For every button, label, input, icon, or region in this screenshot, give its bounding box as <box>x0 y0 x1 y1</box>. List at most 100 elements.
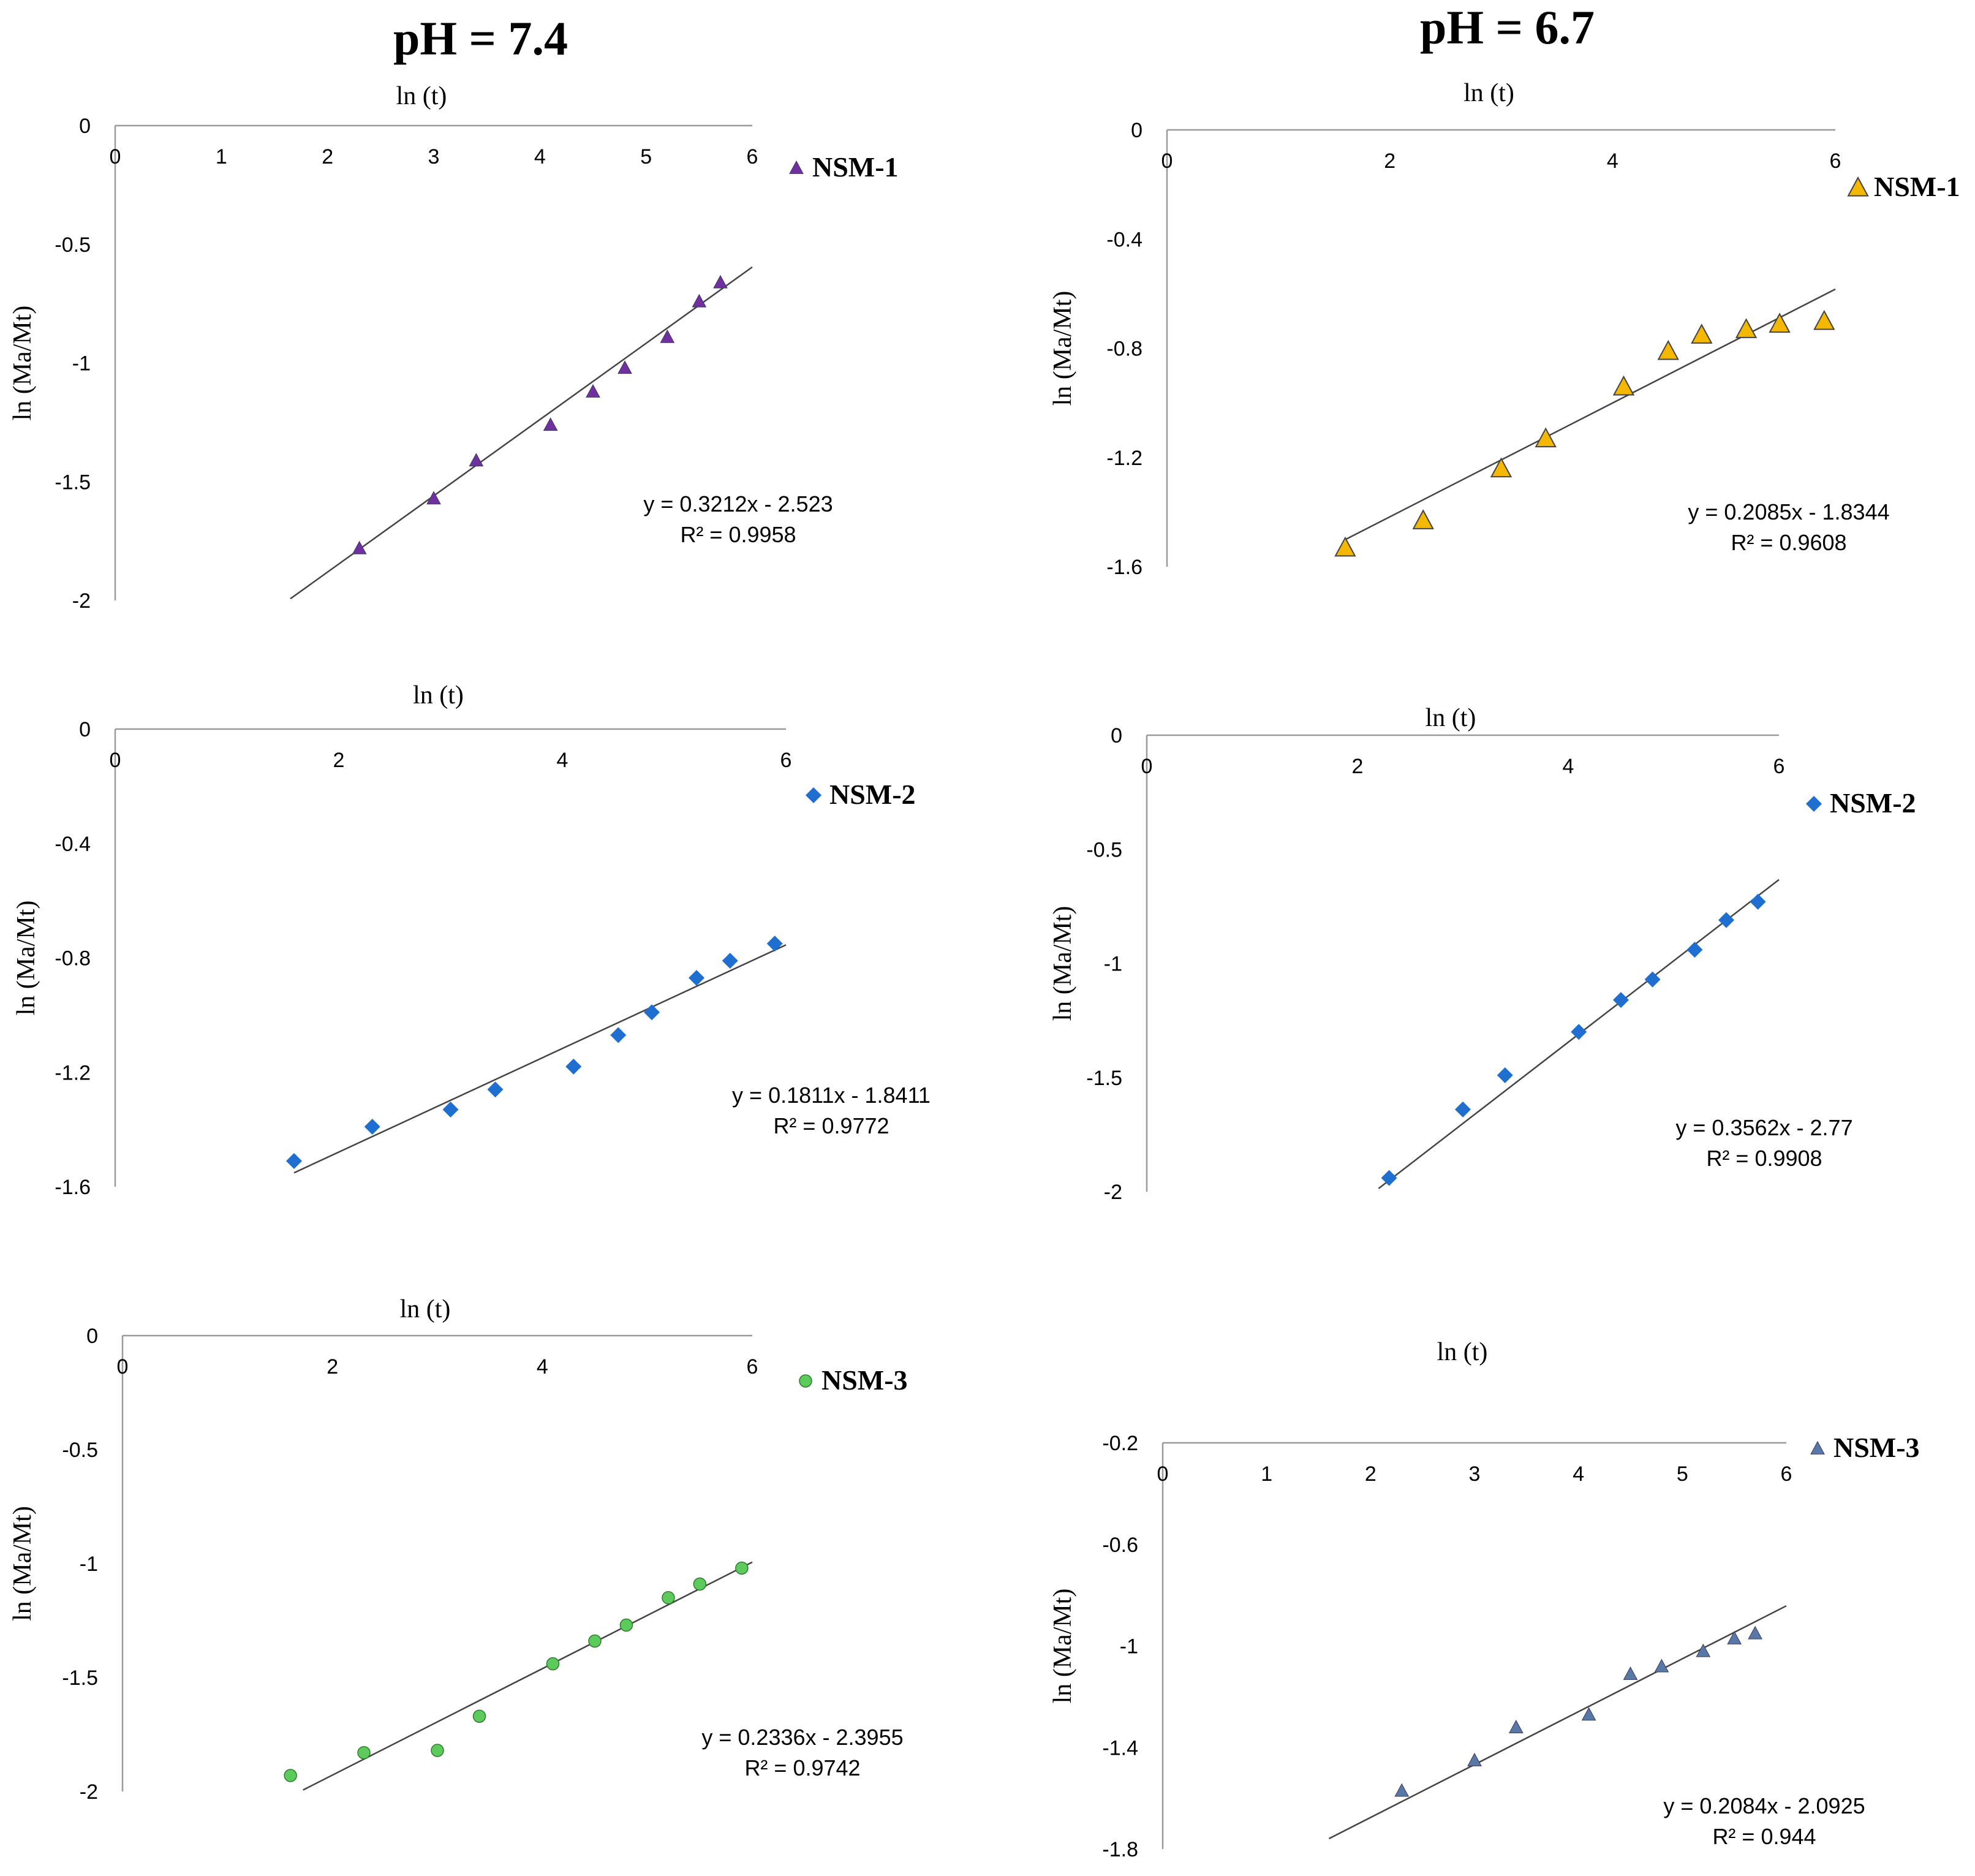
x-tick-label: 2 <box>322 145 333 168</box>
data-point <box>442 1101 459 1118</box>
y-tick-label: -2 <box>80 1780 98 1804</box>
data-point <box>1748 1625 1762 1640</box>
data-point <box>1535 427 1557 448</box>
y-tick-label: -1 <box>72 352 91 376</box>
data-point <box>352 540 367 554</box>
y-tick-label: -0.5 <box>62 1439 98 1462</box>
trendline <box>303 1561 753 1791</box>
trendline-r2: R² = 0.9742 <box>744 1755 860 1780</box>
y-tick-label: 0 <box>1111 724 1122 747</box>
x-tick-label: 6 <box>1773 755 1785 778</box>
data-point <box>1412 509 1434 529</box>
data-point <box>722 953 738 969</box>
y-tick-label: -1.4 <box>1102 1736 1138 1760</box>
data-point <box>766 936 783 952</box>
y-tick-label: -1.2 <box>1106 447 1142 470</box>
data-point <box>617 360 632 374</box>
y-axis-label: ln (Ma/Mt) <box>9 306 37 421</box>
y-tick-label: -2 <box>72 589 91 613</box>
data-point <box>619 1618 633 1632</box>
data-point <box>1718 912 1734 928</box>
x-axis-label: ln (t) <box>413 681 464 709</box>
data-point <box>487 1081 504 1098</box>
column-title-left: pH = 7.4 <box>393 12 568 65</box>
trendline-equation: y = 0.1811x - 1.8411 <box>732 1083 931 1108</box>
y-tick-label: -1.6 <box>1106 556 1142 579</box>
x-tick-label: 0 <box>117 1355 129 1379</box>
y-tick-label: -1.5 <box>1086 1067 1122 1090</box>
x-tick-label: 6 <box>1830 149 1841 173</box>
data-point <box>543 417 558 431</box>
x-tick-label: 4 <box>1607 149 1618 173</box>
data-point <box>426 491 441 505</box>
y-tick-label: -1.5 <box>55 471 91 494</box>
data-point <box>1691 323 1713 344</box>
y-tick-label: -0.6 <box>1102 1534 1138 1557</box>
x-tick-label: 6 <box>780 749 792 772</box>
y-tick-label: -1 <box>1120 1635 1138 1659</box>
data-point <box>565 1058 582 1075</box>
data-point <box>472 1709 486 1723</box>
y-axis-label: ln (Ma/Mt) <box>1049 291 1077 406</box>
y-tick-label: 0 <box>79 718 91 741</box>
y-tick-label: 0 <box>79 115 91 138</box>
legend-label: NSM-1 <box>812 151 899 183</box>
data-point <box>693 1577 707 1591</box>
y-tick-label: 0 <box>1131 119 1142 142</box>
trendline-equation: y = 0.3212x - 2.523 <box>643 491 833 516</box>
data-point <box>1769 312 1791 333</box>
trendline-r2: R² = 0.9958 <box>680 522 796 547</box>
x-tick-label: 6 <box>747 145 758 168</box>
x-tick-label: 0 <box>110 749 121 772</box>
data-point <box>1612 375 1635 396</box>
data-point <box>1813 309 1835 330</box>
data-point <box>286 1152 302 1169</box>
x-tick-label: 0 <box>1161 149 1173 173</box>
x-tick-label: 5 <box>1677 1462 1688 1486</box>
trendline-r2: R² = 0.944 <box>1712 1824 1816 1849</box>
y-axis-label: ln (Ma/Mt) <box>1049 906 1077 1021</box>
x-tick-label: 0 <box>110 145 121 168</box>
y-tick-label: -1.5 <box>62 1666 98 1690</box>
legend-marker <box>806 787 821 803</box>
x-axis-label: ln (t) <box>396 82 447 110</box>
data-point <box>713 274 728 289</box>
chart-ph74-nsm1: 0 1 2 3 4 5 6 0 -0.5 -1 -1.5 -2 ln (t) ln (Ma/Mt) NSM-… <box>9 82 899 613</box>
x-tick-label: 2 <box>333 749 345 772</box>
y-tick-label: -0.5 <box>55 233 91 257</box>
y-tick-label: -0.8 <box>1106 338 1142 361</box>
y-tick-label: -1.8 <box>1102 1838 1138 1861</box>
x-tick-label: 6 <box>747 1355 758 1379</box>
data-point <box>1467 1752 1482 1766</box>
x-tick-label: 0 <box>1157 1462 1169 1486</box>
trendline-equation: y = 0.2085x - 1.8344 <box>1688 499 1889 524</box>
trendline-r2: R² = 0.9908 <box>1706 1146 1822 1171</box>
x-tick-label: 2 <box>327 1355 338 1379</box>
legend-marker <box>799 1374 812 1388</box>
y-tick-label: -0.8 <box>55 947 91 970</box>
data-point <box>1490 457 1512 478</box>
trendline <box>293 944 787 1174</box>
data-point <box>588 1634 602 1648</box>
x-tick-label: 3 <box>428 145 440 168</box>
data-point <box>364 1118 380 1135</box>
data-point <box>1696 1643 1711 1657</box>
data-point <box>1750 893 1766 910</box>
trendline <box>1345 288 1836 540</box>
y-tick-label: -0.4 <box>55 833 91 856</box>
data-point <box>1381 1170 1397 1186</box>
x-tick-label: 4 <box>1563 755 1574 778</box>
y-axis-label: ln (Ma/Mt) <box>1049 1589 1077 1704</box>
data-point <box>1571 1024 1587 1040</box>
legend-label: NSM-1 <box>1874 171 1960 202</box>
x-tick-label: 2 <box>1365 1462 1376 1486</box>
y-tick-label: -0.5 <box>1086 838 1122 861</box>
legend-marker <box>1810 1440 1825 1454</box>
data-point <box>1455 1101 1471 1118</box>
x-tick-label: 5 <box>640 145 652 168</box>
data-point <box>1657 339 1679 360</box>
x-tick-label: 4 <box>534 145 546 168</box>
data-point <box>586 384 600 398</box>
data-point <box>1334 536 1356 557</box>
x-tick-label: 6 <box>1781 1462 1792 1486</box>
